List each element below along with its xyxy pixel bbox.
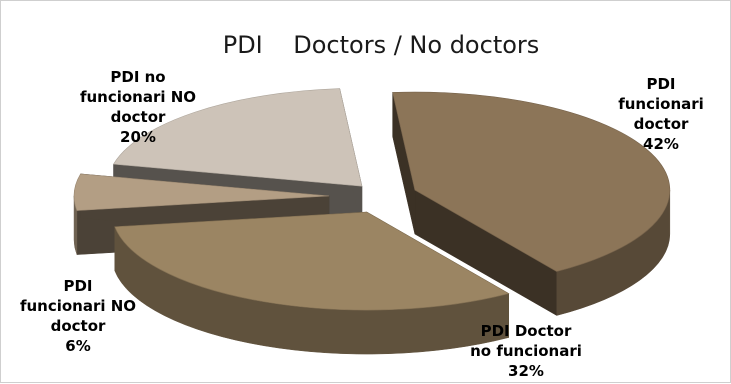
slice-label-line: 6% (65, 337, 90, 355)
slice-label-line: funcionari NO (20, 297, 136, 315)
slice-top (114, 211, 510, 311)
pie-slice-2 (114, 211, 510, 355)
pie-slice-1 (392, 91, 671, 316)
slice-label-line: doctor (51, 317, 106, 335)
slice-label-line: PDI (646, 75, 675, 93)
slice-label-line: PDI Doctor (481, 322, 572, 340)
slice-top (392, 91, 671, 272)
slice-label-1: PDI funcionari doctor 42% (618, 75, 704, 153)
slice-label-2: PDI Doctor no funcionari 32% (470, 322, 582, 380)
pie-slices (73, 88, 671, 355)
slice-label-line: 20% (120, 128, 156, 146)
slice-top (112, 88, 363, 187)
slice-label-line: PDI (63, 277, 92, 295)
slice-label-line: 32% (508, 362, 544, 380)
slice-label-line: 42% (643, 135, 679, 153)
slice-labels: PDI funcionari doctor 42% PDI Doctor no funci… (20, 68, 704, 380)
chart-title: PDI Doctors / No doctors (223, 31, 540, 59)
slice-label-3: PDI funcionari NO doctor 6% (20, 277, 136, 355)
slice-label-line: PDI no (110, 68, 165, 86)
slice-label-line: no funcionari (470, 342, 582, 360)
slice-label-line: doctor (111, 108, 166, 126)
slice-label-line: funcionari (618, 95, 704, 113)
slice-label-4: PDI no funcionari NO doctor 20% (80, 68, 196, 146)
slice-top (73, 173, 330, 211)
slice-label-line: doctor (634, 115, 689, 133)
slice-label-line: funcionari NO (80, 88, 196, 106)
